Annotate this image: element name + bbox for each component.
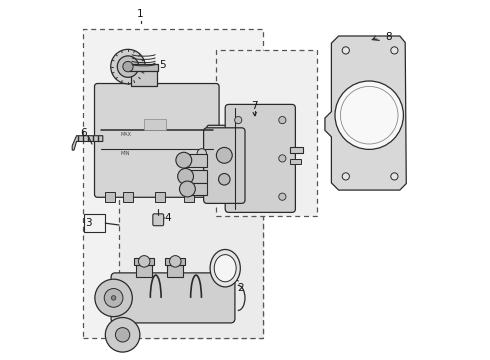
Bar bbox=[290, 159, 301, 164]
Circle shape bbox=[139, 256, 150, 267]
Circle shape bbox=[219, 174, 230, 185]
Bar bbox=[136, 265, 152, 277]
Circle shape bbox=[111, 296, 116, 300]
Circle shape bbox=[105, 318, 140, 352]
FancyBboxPatch shape bbox=[204, 128, 245, 203]
Circle shape bbox=[178, 168, 194, 184]
Circle shape bbox=[117, 56, 139, 77]
Bar bbox=[186, 154, 207, 167]
Bar bbox=[168, 265, 183, 277]
Bar bbox=[84, 214, 105, 232]
Text: 8: 8 bbox=[385, 32, 392, 42]
Text: 2: 2 bbox=[237, 283, 244, 293]
FancyBboxPatch shape bbox=[95, 84, 219, 197]
Bar bbox=[184, 192, 194, 202]
Circle shape bbox=[391, 47, 398, 54]
Circle shape bbox=[176, 152, 192, 168]
Bar bbox=[119, 194, 263, 338]
Bar bbox=[290, 147, 303, 153]
Text: 1: 1 bbox=[137, 9, 144, 19]
Circle shape bbox=[279, 117, 286, 124]
Circle shape bbox=[335, 81, 403, 149]
Circle shape bbox=[342, 47, 349, 54]
Circle shape bbox=[116, 328, 130, 342]
Text: MAX: MAX bbox=[121, 132, 132, 138]
Polygon shape bbox=[72, 136, 103, 150]
Bar bbox=[83, 29, 263, 338]
Bar bbox=[131, 67, 157, 86]
Text: 7: 7 bbox=[251, 101, 258, 111]
Text: 4: 4 bbox=[164, 213, 171, 223]
FancyBboxPatch shape bbox=[225, 104, 295, 212]
Polygon shape bbox=[325, 36, 406, 190]
Circle shape bbox=[197, 149, 206, 158]
FancyBboxPatch shape bbox=[153, 214, 164, 226]
Ellipse shape bbox=[214, 255, 236, 282]
Bar bbox=[165, 258, 185, 265]
Circle shape bbox=[391, 173, 398, 180]
Circle shape bbox=[123, 62, 133, 72]
Circle shape bbox=[179, 181, 196, 197]
Circle shape bbox=[279, 155, 286, 162]
Circle shape bbox=[95, 279, 132, 317]
Circle shape bbox=[235, 117, 242, 124]
Circle shape bbox=[342, 173, 349, 180]
Circle shape bbox=[341, 86, 398, 144]
Bar bbox=[189, 183, 207, 195]
Bar bbox=[144, 119, 166, 130]
Circle shape bbox=[111, 49, 145, 84]
Circle shape bbox=[170, 256, 181, 267]
FancyBboxPatch shape bbox=[111, 273, 235, 323]
Bar bbox=[104, 192, 115, 202]
Bar bbox=[155, 192, 165, 202]
Ellipse shape bbox=[210, 249, 240, 287]
Bar bbox=[129, 64, 158, 71]
Text: 6: 6 bbox=[80, 128, 87, 138]
Bar bbox=[122, 192, 133, 202]
Bar bbox=[216, 50, 317, 216]
FancyBboxPatch shape bbox=[207, 125, 228, 162]
Text: MIN: MIN bbox=[121, 151, 130, 156]
Bar bbox=[134, 258, 154, 265]
Bar bbox=[205, 192, 216, 202]
Circle shape bbox=[104, 289, 123, 307]
Circle shape bbox=[217, 148, 232, 163]
Circle shape bbox=[279, 193, 286, 200]
Text: 5: 5 bbox=[160, 60, 166, 70]
Text: 3: 3 bbox=[85, 218, 92, 228]
Bar bbox=[187, 170, 207, 183]
